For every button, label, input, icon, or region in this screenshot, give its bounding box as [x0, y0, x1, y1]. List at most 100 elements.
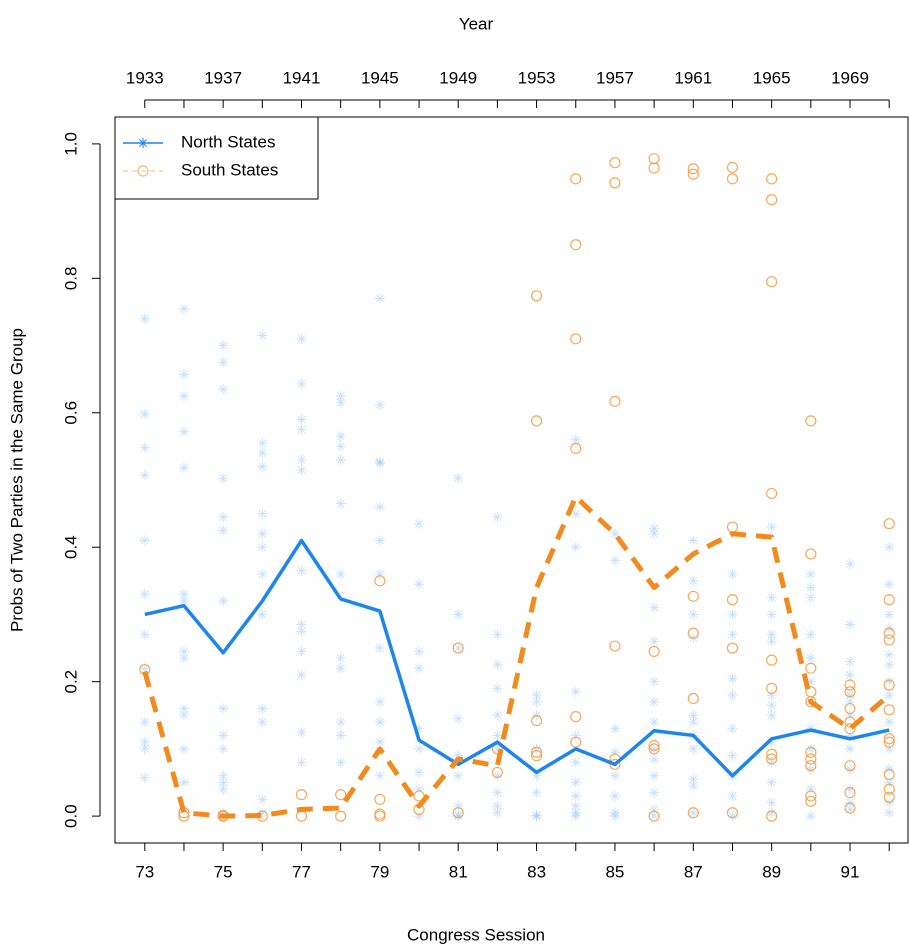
- point: [845, 690, 856, 701]
- x-tick-label: 91: [841, 862, 860, 881]
- point: [335, 431, 346, 442]
- point: [649, 743, 660, 754]
- point: [726, 594, 739, 606]
- point: [805, 676, 816, 687]
- point: [335, 788, 347, 801]
- point: [884, 542, 895, 553]
- point: [766, 636, 777, 647]
- point: [648, 162, 660, 174]
- point: [805, 753, 817, 765]
- point: [531, 743, 542, 754]
- point: [845, 619, 856, 630]
- point: [296, 454, 307, 465]
- point: [257, 794, 268, 805]
- point: [766, 654, 778, 666]
- point: [766, 487, 778, 500]
- point: [296, 378, 307, 389]
- x2-tick-label: 1965: [753, 68, 791, 87]
- point: [374, 456, 385, 467]
- point: [609, 807, 620, 818]
- point: [492, 770, 503, 781]
- point: [884, 659, 895, 670]
- point: [374, 717, 385, 727]
- point: [257, 438, 268, 449]
- point: [805, 592, 816, 603]
- point: [766, 592, 777, 603]
- x-tick-label: 79: [370, 862, 389, 881]
- point: [335, 717, 346, 727]
- legend-label: North States: [181, 132, 276, 151]
- point: [687, 163, 699, 175]
- point: [178, 703, 189, 714]
- point: [883, 518, 895, 530]
- point: [335, 810, 347, 822]
- point: [492, 743, 503, 754]
- x2-tick-label: 1933: [126, 68, 164, 87]
- point: [726, 807, 739, 819]
- legend-label: South States: [181, 160, 278, 179]
- point: [845, 710, 856, 721]
- point: [726, 161, 739, 174]
- point: [844, 786, 856, 799]
- point: [687, 807, 699, 819]
- point: [530, 715, 543, 727]
- x-axis-title: Congress Session: [407, 925, 545, 944]
- legend: North States South States: [114, 116, 319, 200]
- point: [883, 768, 895, 781]
- point: [649, 676, 660, 687]
- point: [453, 810, 464, 821]
- point: [805, 760, 817, 772]
- point: [531, 690, 542, 701]
- point: [178, 596, 189, 606]
- point: [688, 535, 699, 546]
- point: [883, 783, 895, 795]
- point: [178, 369, 189, 380]
- point: [178, 710, 189, 721]
- point: [492, 659, 503, 670]
- point: [844, 802, 856, 814]
- point: [766, 753, 778, 765]
- point: [609, 758, 621, 770]
- point: [845, 559, 856, 570]
- point: [766, 748, 778, 760]
- point: [649, 811, 660, 822]
- point: [178, 426, 189, 437]
- point: [257, 703, 268, 714]
- point: [218, 703, 229, 714]
- series-line: [142, 494, 891, 819]
- point: [844, 760, 856, 772]
- point: [257, 717, 268, 727]
- point: [766, 737, 777, 748]
- point: [531, 770, 542, 781]
- point: [884, 579, 895, 590]
- point: [296, 414, 307, 425]
- x2-tick-label: 1941: [283, 68, 321, 87]
- point: [492, 629, 503, 640]
- point: [844, 679, 856, 691]
- point: [178, 646, 189, 657]
- point: [845, 696, 856, 707]
- point: [296, 424, 307, 435]
- point: [884, 743, 895, 754]
- point: [257, 508, 268, 519]
- point: [609, 723, 620, 734]
- point: [609, 770, 620, 781]
- point: [218, 730, 229, 741]
- point: [649, 753, 660, 764]
- point: [139, 470, 150, 481]
- point: [335, 653, 346, 664]
- point: [570, 790, 581, 801]
- point: [335, 397, 346, 408]
- point: [766, 757, 777, 768]
- point: [139, 442, 150, 453]
- point: [139, 743, 150, 754]
- point: [137, 165, 149, 177]
- point: [844, 686, 856, 698]
- point: [218, 384, 229, 395]
- point: [609, 157, 621, 169]
- point: [374, 737, 385, 748]
- point: [257, 569, 268, 580]
- point: [374, 696, 385, 707]
- point: [688, 710, 699, 721]
